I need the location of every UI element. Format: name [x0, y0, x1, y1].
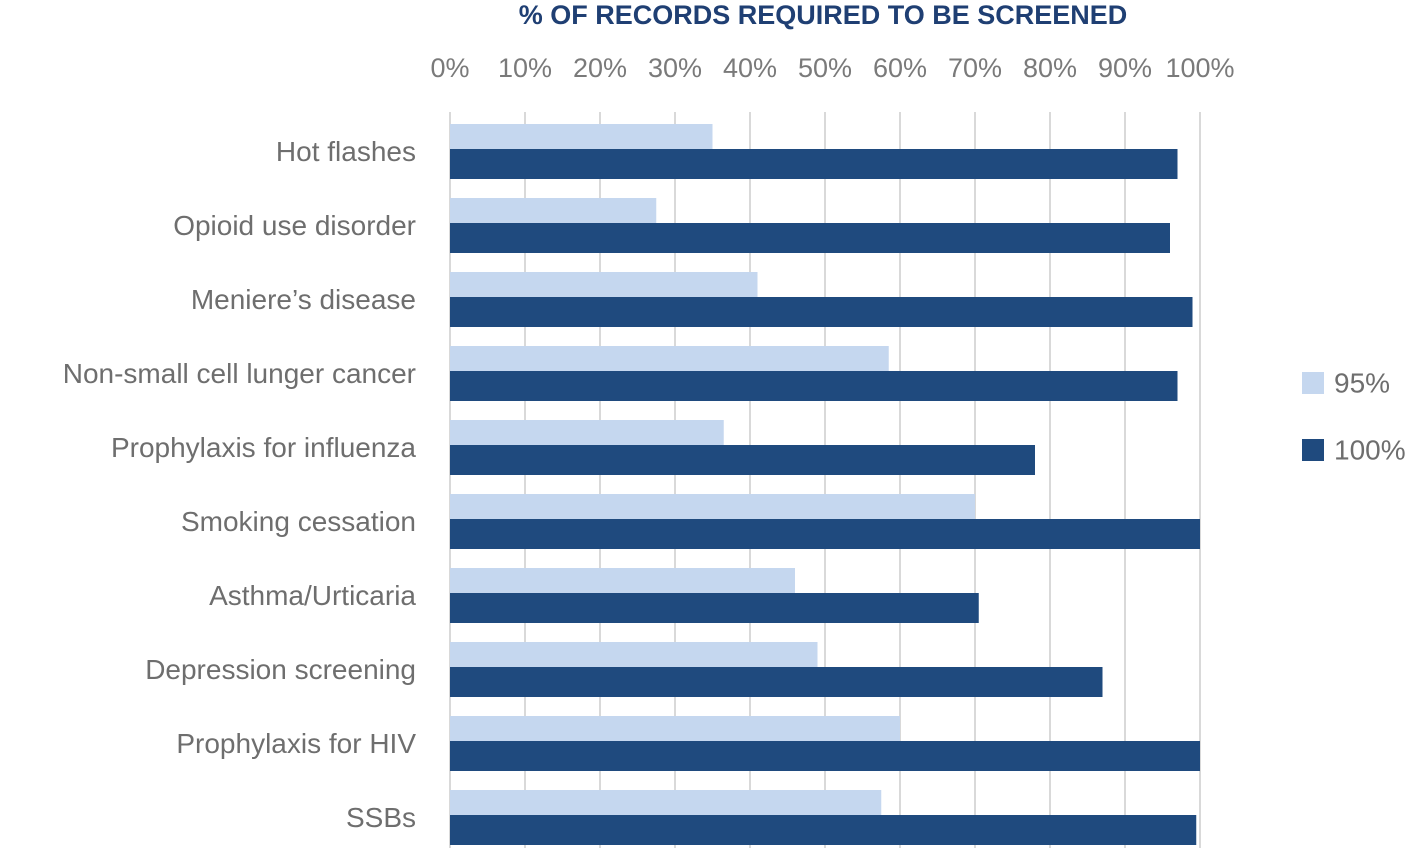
category-label: SSBs — [346, 802, 416, 833]
bar-95-percent — [450, 790, 882, 817]
bar-100-percent — [450, 741, 1200, 771]
x-axis-ticks: 0% 10% 20% 30% 40% 50% 60% 70% 80% 90% 100% — [430, 53, 1234, 83]
category-label: Smoking cessation — [181, 506, 416, 537]
bar-95-percent — [450, 716, 900, 743]
category-label: Depression screening — [145, 654, 416, 685]
bar-95-percent — [450, 642, 818, 669]
x-tick-label: 40% — [723, 53, 777, 83]
bar-100-percent — [450, 445, 1035, 475]
x-tick-label: 10% — [498, 53, 552, 83]
bar-95-percent — [450, 124, 713, 151]
x-tick-label: 60% — [873, 53, 927, 83]
bar-95-percent — [450, 420, 724, 447]
legend: 95% 100% — [1302, 368, 1406, 466]
x-tick-label: 100% — [1165, 53, 1234, 83]
bar-100-percent — [450, 593, 979, 623]
chart-title: % OF RECORDS REQUIRED TO BE SCREENED — [519, 0, 1128, 30]
bar-100-percent — [450, 149, 1178, 179]
bar-100-percent — [450, 667, 1103, 697]
bar-95-percent — [450, 198, 657, 225]
category-label: Non-small cell lunger cancer — [63, 358, 416, 389]
x-tick-label: 70% — [948, 53, 1002, 83]
bar-95-percent — [450, 494, 975, 521]
category-labels: Hot flashes Opioid use disorder Meniere’s … — [63, 136, 417, 833]
bar-95-percent — [450, 272, 758, 299]
bar-100-percent — [450, 223, 1170, 253]
x-tick-label: 50% — [798, 53, 852, 83]
bar-100-percent — [450, 519, 1200, 549]
x-tick-label: 90% — [1098, 53, 1152, 83]
legend-swatch — [1302, 439, 1324, 461]
category-label: Prophylaxis for HIV — [176, 728, 416, 759]
category-label: Meniere’s disease — [191, 284, 416, 315]
legend-swatch — [1302, 372, 1324, 394]
legend-label: 100% — [1334, 435, 1406, 466]
bars — [450, 124, 1200, 845]
bar-100-percent — [450, 297, 1193, 327]
bar-95-percent — [450, 346, 889, 373]
bar-100-percent — [450, 815, 1197, 845]
x-tick-label: 0% — [430, 53, 469, 83]
x-tick-label: 80% — [1023, 53, 1077, 83]
category-label: Prophylaxis for influenza — [111, 432, 416, 463]
legend-label: 95% — [1334, 368, 1390, 399]
x-tick-label: 30% — [648, 53, 702, 83]
bar-95-percent — [450, 568, 795, 595]
category-label: Hot flashes — [276, 136, 416, 167]
category-label: Asthma/Urticaria — [209, 580, 416, 611]
category-label: Opioid use disorder — [173, 210, 416, 241]
x-tick-label: 20% — [573, 53, 627, 83]
bar-100-percent — [450, 371, 1178, 401]
